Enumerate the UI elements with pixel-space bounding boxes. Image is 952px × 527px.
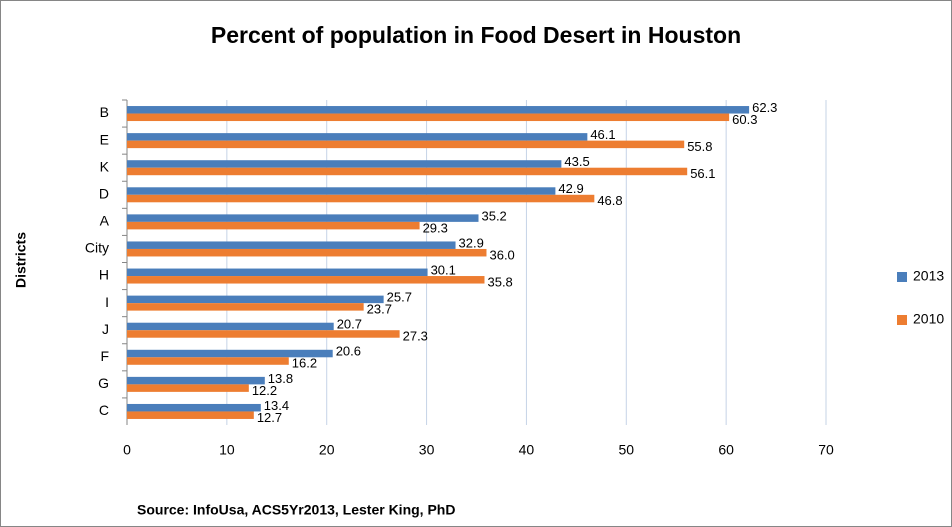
bar xyxy=(127,140,685,149)
data-label: 46.1 xyxy=(590,127,615,142)
data-label: 16.2 xyxy=(292,356,317,371)
x-tick-label: 40 xyxy=(519,442,535,458)
y-tick-label: J xyxy=(102,321,109,337)
y-tick-label: G xyxy=(98,375,109,391)
data-label: 35.8 xyxy=(487,274,512,289)
bar xyxy=(127,113,730,122)
x-tick-label: 60 xyxy=(718,442,734,458)
bar xyxy=(127,160,562,168)
bar xyxy=(127,403,261,412)
data-label: 43.5 xyxy=(564,154,589,169)
bar xyxy=(127,276,485,284)
x-tick-label: 50 xyxy=(618,442,634,458)
x-tick-label: 10 xyxy=(219,442,235,458)
source-note: Source: InfoUsa, ACS5Yr2013, Lester King… xyxy=(137,502,455,518)
data-label: 13.4 xyxy=(264,398,289,413)
data-label: 60.3 xyxy=(732,112,757,127)
bar xyxy=(127,133,588,141)
data-label: 20.6 xyxy=(336,344,361,359)
legend-swatch xyxy=(897,315,907,325)
data-label: 32.9 xyxy=(459,235,484,250)
y-tick-label: C xyxy=(99,402,109,418)
bar xyxy=(127,187,556,195)
bar xyxy=(127,376,265,385)
data-label: 30.1 xyxy=(431,262,456,277)
legend-label: 2013 xyxy=(913,268,944,284)
bar xyxy=(127,194,595,203)
bar xyxy=(127,268,428,277)
bar xyxy=(127,106,750,114)
data-label: 62.3 xyxy=(752,100,777,115)
y-tick-label: City xyxy=(85,240,109,256)
data-label: 12.7 xyxy=(257,410,282,425)
x-tick-label: 20 xyxy=(319,442,335,458)
data-label: 56.1 xyxy=(690,166,715,181)
y-tick-label: E xyxy=(100,131,109,147)
y-tick-label: F xyxy=(100,348,109,364)
x-tick-label: 0 xyxy=(123,442,131,458)
bar xyxy=(127,330,400,338)
bar xyxy=(127,357,289,365)
x-tick-label: 70 xyxy=(818,442,834,458)
data-label: 25.7 xyxy=(387,290,412,305)
legend-label: 2010 xyxy=(913,311,944,327)
bar xyxy=(127,248,487,257)
y-tick-label: D xyxy=(99,185,109,201)
bar xyxy=(127,295,384,304)
data-label: 29.3 xyxy=(423,220,448,235)
bar xyxy=(127,303,364,311)
data-label: 46.8 xyxy=(597,193,622,208)
bar xyxy=(127,411,254,419)
legend-swatch xyxy=(897,272,907,282)
x-tick-label: 30 xyxy=(419,442,435,458)
bar xyxy=(127,167,688,176)
bar xyxy=(127,221,420,230)
y-tick-label: A xyxy=(100,213,110,229)
y-tick-label: K xyxy=(100,158,110,174)
data-label: 35.2 xyxy=(481,208,506,223)
data-label: 42.9 xyxy=(558,181,583,196)
data-label: 13.8 xyxy=(268,371,293,386)
bar xyxy=(127,322,334,331)
data-label: 36.0 xyxy=(489,247,514,262)
data-label: 55.8 xyxy=(687,139,712,154)
bar xyxy=(127,214,479,222)
bar xyxy=(127,349,333,358)
data-label: 27.3 xyxy=(403,329,428,344)
y-tick-label: B xyxy=(100,104,109,120)
y-axis-title: Districts xyxy=(13,232,29,288)
bar xyxy=(127,241,456,249)
chart-title: Percent of population in Food Desert in … xyxy=(211,22,741,48)
bar xyxy=(127,384,249,392)
data-label: 23.7 xyxy=(367,302,392,317)
data-label: 20.7 xyxy=(337,317,362,332)
y-tick-label: H xyxy=(99,267,109,283)
data-label: 12.2 xyxy=(252,383,277,398)
y-tick-label: I xyxy=(105,294,109,310)
